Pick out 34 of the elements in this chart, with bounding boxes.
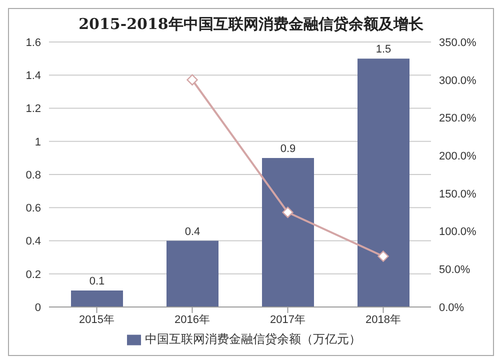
y-tick-label: 1.6 (26, 36, 41, 49)
y-tick-label: 1 (34, 136, 41, 148)
x-tick-label: 2018年 (366, 314, 401, 326)
x-tick-label: 2015年 (79, 314, 114, 326)
point (282, 206, 294, 218)
x-tick-label: 2017年 (270, 314, 306, 326)
y-tick-label: 1.2 (26, 103, 41, 116)
bar (262, 158, 314, 307)
bar (71, 290, 123, 307)
y-tick-label: 0.8 (26, 169, 41, 182)
y2-tick-label: 50.0% (439, 264, 470, 276)
chart-title: 2015-2018年中国互联网消费金融信贷余额及增长 (78, 15, 424, 34)
point (378, 250, 389, 262)
data-label: 1.5 (376, 44, 392, 56)
data-label: 0.9 (280, 142, 296, 155)
y-tick-label: 0 (34, 302, 41, 314)
y2-tick-label: 350.0% (439, 36, 477, 49)
y2-tick-label: 100.0% (439, 226, 477, 238)
y2-tick-label: 0.0% (439, 302, 464, 314)
y2-tick-label: 250.0% (439, 112, 477, 125)
point (186, 74, 198, 86)
y2-tick-label: 200.0% (439, 150, 477, 162)
data-label: 0.1 (89, 275, 105, 288)
data-label: 0.4 (184, 226, 200, 238)
y-tick-label: 0.6 (26, 202, 41, 215)
legend-label: 中国互联网消费金融信贷余额（万亿元） (145, 332, 361, 346)
y-tick-label: 0.4 (26, 236, 41, 248)
y-tick-label: 1.4 (26, 70, 41, 82)
bar (358, 58, 410, 307)
y2-tick-label: 150.0% (439, 188, 477, 200)
bar (166, 240, 218, 307)
y-tick-label: 0.2 (26, 268, 41, 281)
y2-tick-label: 300.0% (439, 74, 477, 87)
x-tick-label: 2016年 (174, 314, 210, 326)
